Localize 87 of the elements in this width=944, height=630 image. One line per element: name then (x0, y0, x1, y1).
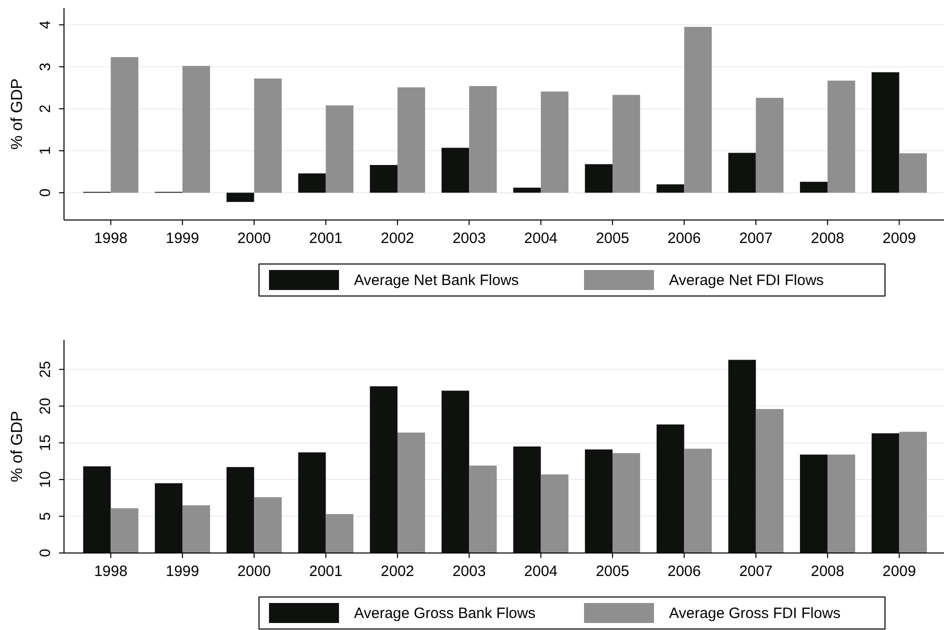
bar (684, 448, 712, 553)
x-tick-label: 2000 (237, 230, 271, 247)
x-tick-label: 2009 (882, 230, 916, 247)
bar (584, 164, 613, 193)
bar (800, 182, 828, 193)
y-tick-label: 25 (37, 361, 54, 378)
x-tick-label: 2009 (882, 563, 916, 580)
x-tick-label: 2003 (452, 563, 486, 580)
bar (828, 454, 856, 553)
x-tick-label: 1999 (166, 230, 200, 247)
y-tick-label: 0 (37, 548, 54, 558)
bar (370, 386, 398, 553)
bar (397, 87, 426, 193)
bar (656, 184, 684, 193)
y-tick-label: 10 (37, 471, 54, 488)
bar (899, 153, 927, 193)
bar (469, 86, 497, 193)
bar (83, 466, 111, 553)
x-tick-label: 1999 (166, 563, 200, 580)
bar (828, 80, 856, 193)
bar (110, 57, 138, 193)
x-tick-label: 2002 (380, 230, 414, 247)
bar (370, 165, 398, 193)
y-tick-label: 1 (37, 146, 54, 155)
x-tick-label: 2004 (524, 563, 558, 580)
bar (612, 94, 640, 193)
y-axis-title: % of GDP (9, 410, 26, 482)
bar (182, 66, 210, 193)
legend-label: Average Gross Bank Flows (354, 605, 536, 622)
x-tick-label: 2005 (596, 230, 630, 247)
bar (182, 505, 210, 553)
bar (513, 446, 541, 553)
y-axis-title: % of GDP (9, 78, 26, 150)
x-tick-label: 2003 (452, 230, 486, 247)
x-tick-label: 2007 (739, 563, 773, 580)
x-tick-label: 2008 (810, 230, 844, 247)
bar (442, 148, 470, 193)
bar (326, 105, 354, 193)
x-tick-label: 2007 (739, 230, 773, 247)
bar (899, 432, 927, 553)
x-tick-label: 2006 (668, 230, 701, 247)
legend-label: Average Net FDI Flows (669, 272, 824, 289)
bar (442, 390, 470, 553)
bar (254, 497, 282, 553)
bar (540, 474, 568, 553)
bar (728, 360, 756, 553)
x-tick-label: 1998 (94, 563, 128, 580)
bar (226, 467, 254, 553)
bar (513, 188, 541, 193)
bar (226, 192, 254, 202)
bar (584, 449, 613, 553)
legend-label: Average Gross FDI Flows (669, 605, 840, 622)
y-tick-label: 4 (37, 20, 54, 29)
y-tick-label: 0 (37, 188, 54, 197)
bar (800, 454, 828, 553)
bar (326, 514, 354, 553)
legend-label: Average Net Bank Flows (354, 272, 519, 289)
x-tick-label: 2002 (380, 563, 414, 580)
x-tick-label: 2005 (596, 563, 630, 580)
bar (298, 452, 326, 553)
x-tick-label: 2008 (810, 563, 844, 580)
y-tick-label: 15 (37, 434, 54, 452)
bar (612, 453, 640, 553)
bar (298, 173, 326, 193)
bar (397, 432, 426, 553)
bar (756, 409, 784, 553)
bar (756, 98, 784, 193)
bar (154, 483, 182, 553)
bar (684, 26, 712, 193)
bar (540, 92, 568, 193)
x-tick-label: 2000 (237, 563, 271, 580)
x-tick-label: 2004 (524, 230, 558, 247)
y-tick-label: 5 (37, 512, 54, 520)
y-tick-label: 3 (37, 62, 54, 71)
bar (254, 78, 282, 193)
x-tick-label: 2006 (668, 563, 701, 580)
bar (872, 433, 900, 553)
x-tick-label: 2001 (309, 563, 342, 580)
y-tick-label: 20 (37, 398, 54, 414)
x-tick-label: 1998 (94, 230, 128, 247)
bar (872, 72, 900, 193)
y-tick-label: 2 (37, 104, 54, 113)
x-tick-label: 2001 (309, 230, 342, 247)
bar (656, 424, 684, 553)
bar (728, 152, 756, 193)
bar (469, 466, 497, 553)
bar (110, 508, 138, 553)
